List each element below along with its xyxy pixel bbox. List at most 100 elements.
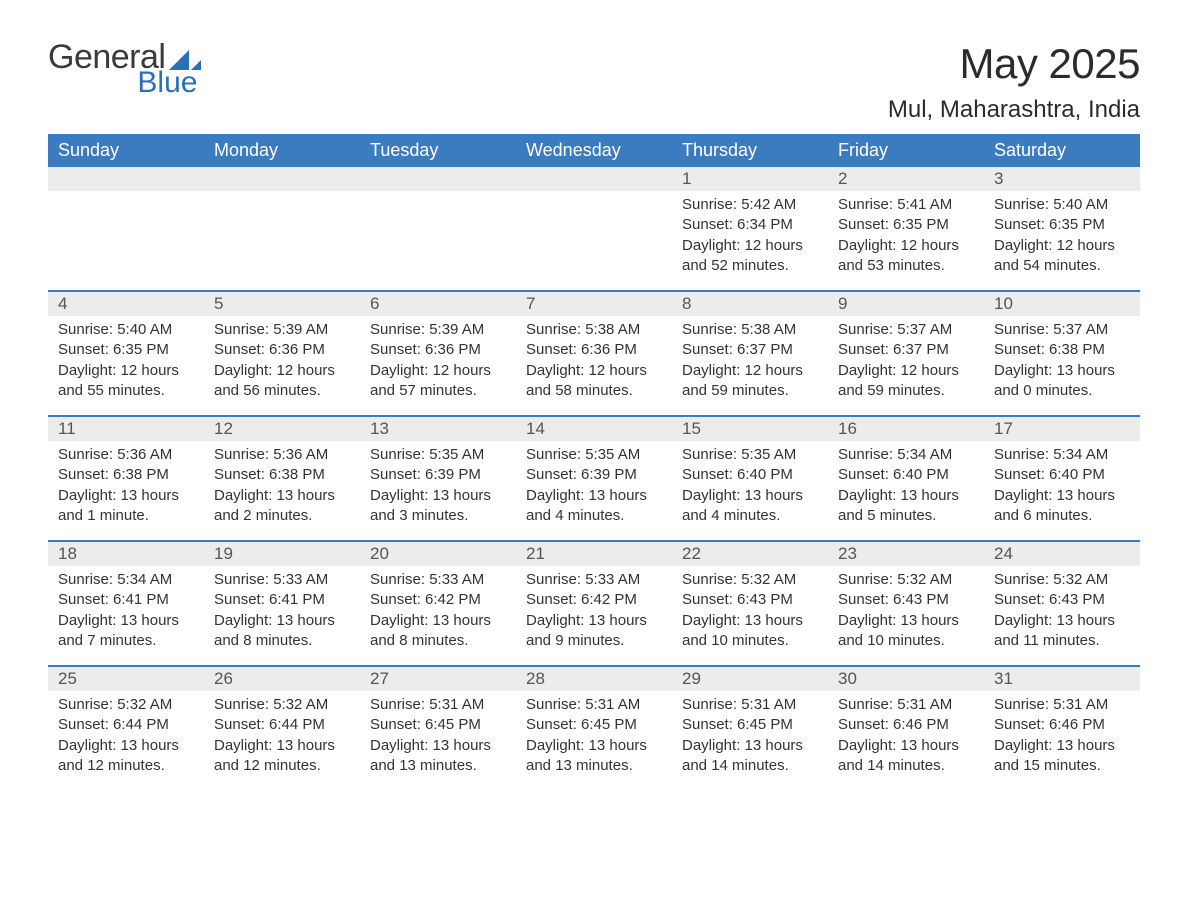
day-cells-row: Sunrise: 5:42 AMSunset: 6:34 PMDaylight:… — [48, 191, 1140, 290]
label-daylight: Daylight: — [838, 612, 901, 629]
day-cell: Sunrise: 5:34 AMSunset: 6:40 PMDaylight:… — [828, 441, 984, 540]
weeks-container: 123Sunrise: 5:42 AMSunset: 6:34 PMDaylig… — [48, 167, 1140, 790]
day-daylight-line: Daylight: 13 hours and 14 minutes. — [682, 736, 818, 777]
day-cell: Sunrise: 5:35 AMSunset: 6:39 PMDaylight:… — [360, 441, 516, 540]
value-sunset: 6:44 PM — [113, 716, 169, 733]
day-sunset-line: Sunset: 6:45 PM — [682, 715, 818, 735]
day-cell: Sunrise: 5:40 AMSunset: 6:35 PMDaylight:… — [984, 191, 1140, 290]
value-sunset: 6:39 PM — [581, 466, 637, 483]
day-number: 13 — [360, 417, 516, 441]
weekday-header: Sunday — [48, 134, 204, 167]
page-title: May 2025 — [888, 40, 1140, 88]
value-sunset: 6:37 PM — [893, 341, 949, 358]
label-sunrise: Sunrise: — [838, 696, 897, 713]
label-sunset: Sunset: — [838, 466, 893, 483]
label-sunrise: Sunrise: — [58, 321, 117, 338]
day-sunset-line: Sunset: 6:36 PM — [214, 340, 350, 360]
day-sunset-line: Sunset: 6:44 PM — [214, 715, 350, 735]
label-sunrise: Sunrise: — [838, 571, 897, 588]
value-sunrise: 5:35 AM — [741, 446, 796, 463]
label-sunset: Sunset: — [370, 591, 425, 608]
day-daylight-line: Daylight: 13 hours and 14 minutes. — [838, 736, 974, 777]
day-sunrise-line: Sunrise: 5:40 AM — [994, 195, 1130, 215]
value-sunset: 6:46 PM — [893, 716, 949, 733]
day-sunrise-line: Sunrise: 5:37 AM — [838, 320, 974, 340]
label-sunrise: Sunrise: — [526, 571, 585, 588]
label-sunset: Sunset: — [370, 466, 425, 483]
label-sunset: Sunset: — [526, 466, 581, 483]
label-sunset: Sunset: — [214, 716, 269, 733]
value-sunrise: 5:32 AM — [117, 696, 172, 713]
day-sunrise-line: Sunrise: 5:35 AM — [682, 445, 818, 465]
label-sunrise: Sunrise: — [994, 696, 1053, 713]
location-subtitle: Mul, Maharashtra, India — [888, 96, 1140, 124]
day-sunrise-line: Sunrise: 5:36 AM — [214, 445, 350, 465]
value-sunset: 6:39 PM — [425, 466, 481, 483]
value-sunset: 6:41 PM — [113, 591, 169, 608]
day-number: 19 — [204, 542, 360, 566]
label-sunrise: Sunrise: — [526, 696, 585, 713]
day-number: 12 — [204, 417, 360, 441]
label-daylight: Daylight: — [838, 237, 901, 254]
label-sunrise: Sunrise: — [58, 571, 117, 588]
label-sunrise: Sunrise: — [682, 196, 741, 213]
value-sunset: 6:45 PM — [581, 716, 637, 733]
label-sunset: Sunset: — [682, 466, 737, 483]
day-daylight-line: Daylight: 12 hours and 52 minutes. — [682, 236, 818, 277]
value-sunrise: 5:33 AM — [585, 571, 640, 588]
value-sunset: 6:43 PM — [737, 591, 793, 608]
day-sunrise-line: Sunrise: 5:31 AM — [526, 695, 662, 715]
day-number: 22 — [672, 542, 828, 566]
value-sunrise: 5:31 AM — [741, 696, 796, 713]
label-sunrise: Sunrise: — [370, 696, 429, 713]
label-sunset: Sunset: — [58, 466, 113, 483]
day-cell: Sunrise: 5:33 AMSunset: 6:42 PMDaylight:… — [516, 566, 672, 665]
label-sunrise: Sunrise: — [214, 696, 273, 713]
day-number: 1 — [672, 167, 828, 191]
day-sunset-line: Sunset: 6:43 PM — [994, 590, 1130, 610]
day-sunset-line: Sunset: 6:37 PM — [682, 340, 818, 360]
week-row: 18192021222324Sunrise: 5:34 AMSunset: 6:… — [48, 540, 1140, 665]
label-sunset: Sunset: — [994, 591, 1049, 608]
day-sunset-line: Sunset: 6:38 PM — [58, 465, 194, 485]
label-sunrise: Sunrise: — [682, 571, 741, 588]
day-cell — [48, 191, 204, 290]
day-cell: Sunrise: 5:38 AMSunset: 6:36 PMDaylight:… — [516, 316, 672, 415]
day-sunset-line: Sunset: 6:38 PM — [994, 340, 1130, 360]
day-daylight-line: Daylight: 13 hours and 10 minutes. — [838, 611, 974, 652]
day-sunset-line: Sunset: 6:44 PM — [58, 715, 194, 735]
value-sunset: 6:43 PM — [1049, 591, 1105, 608]
day-sunrise-line: Sunrise: 5:34 AM — [838, 445, 974, 465]
day-cell: Sunrise: 5:31 AMSunset: 6:45 PMDaylight:… — [516, 691, 672, 790]
value-sunrise: 5:31 AM — [585, 696, 640, 713]
value-sunset: 6:36 PM — [581, 341, 637, 358]
label-sunrise: Sunrise: — [994, 321, 1053, 338]
day-cells-row: Sunrise: 5:32 AM Sunset: 6:44 PM Daylight:… — [48, 691, 1140, 790]
value-sunset: 6:38 PM — [269, 466, 325, 483]
day-cell: Sunrise: 5:31 AMSunset: 6:46 PMDaylight:… — [828, 691, 984, 790]
label-daylight: Daylight: — [838, 487, 901, 504]
day-sunset-line: Sunset: 6:41 PM — [58, 590, 194, 610]
day-number: 5 — [204, 292, 360, 316]
value-sunset: 6:35 PM — [1049, 216, 1105, 233]
label-daylight: Daylight: — [838, 737, 901, 754]
day-number-row: 25262728293031 — [48, 667, 1140, 691]
day-cell: Sunrise: 5:34 AMSunset: 6:41 PMDaylight:… — [48, 566, 204, 665]
value-sunrise: 5:39 AM — [273, 321, 328, 338]
label-sunrise: Sunrise: — [526, 321, 585, 338]
label-daylight: Daylight: — [526, 362, 589, 379]
day-daylight-line: Daylight: 13 hours and 8 minutes. — [214, 611, 350, 652]
day-sunrise-line: Sunrise: 5:34 AM — [994, 445, 1130, 465]
value-sunrise: 5:35 AM — [585, 446, 640, 463]
day-number: 2 — [828, 167, 984, 191]
label-sunrise: Sunrise: — [994, 446, 1053, 463]
value-sunrise: 5:41 AM — [897, 196, 952, 213]
label-sunrise: Sunrise: — [838, 446, 897, 463]
day-sunset-line: Sunset: 6:46 PM — [994, 715, 1130, 735]
value-sunset: 6:36 PM — [269, 341, 325, 358]
day-cell: Sunrise: 5:39 AMSunset: 6:36 PMDaylight:… — [360, 316, 516, 415]
value-sunset: 6:45 PM — [425, 716, 481, 733]
label-sunset: Sunset: — [370, 341, 425, 358]
label-daylight: Daylight: — [214, 737, 277, 754]
label-sunrise: Sunrise: — [58, 696, 117, 713]
